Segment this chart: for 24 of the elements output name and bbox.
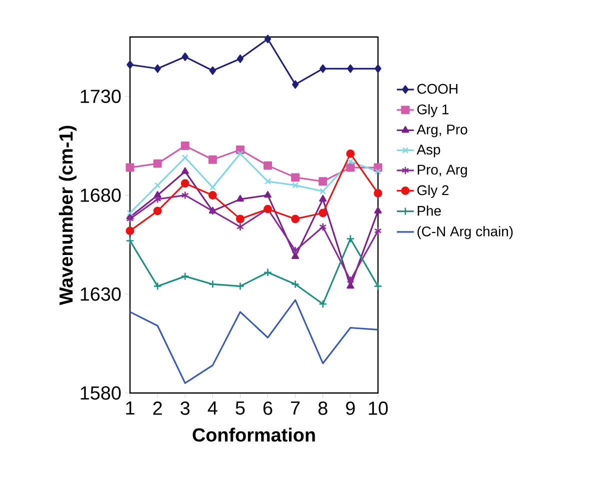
x-tick-label: 9: [346, 402, 355, 415]
y-tick-label: 1680: [80, 188, 121, 202]
y-axis-title: Wavenumber (cm-1): [58, 126, 77, 306]
legend-label: Arg, Pro: [416, 124, 468, 138]
x-axis-title: Conformation: [192, 428, 315, 442]
legend-label: Asp: [416, 144, 440, 158]
x-tick-label: 8: [318, 402, 328, 415]
x-tick-label: 1: [126, 402, 134, 415]
y-tick-label: 1730: [80, 90, 121, 104]
legend-label: Gly 1: [417, 104, 449, 118]
x-tick-label: 5: [236, 402, 245, 415]
x-tick-label: 6: [263, 402, 272, 415]
legend-label: COOH: [417, 84, 458, 94]
x-tick-label: 2: [153, 402, 162, 415]
legend-label: Pro, Arg: [418, 164, 467, 178]
legend-label: Phe: [418, 206, 441, 216]
legend-label: Gly 2: [417, 184, 449, 198]
x-tick-label: 10: [368, 402, 388, 415]
y-tick-label: 1630: [80, 287, 121, 301]
x-tick-label: 7: [291, 402, 300, 415]
x-tick-label: 4: [208, 402, 218, 415]
x-tick-label: 3: [180, 402, 190, 415]
y-tick-label: 1580: [80, 386, 121, 400]
legend-label: (C-N Arg chain): [418, 226, 513, 240]
